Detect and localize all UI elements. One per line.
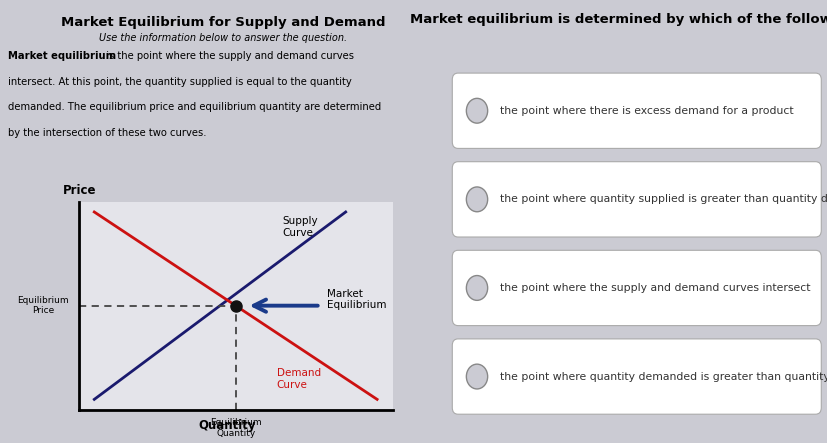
Text: Quantity: Quantity xyxy=(198,419,256,432)
Text: Equilibrium
Price: Equilibrium Price xyxy=(17,296,69,315)
Text: by the intersection of these two curves.: by the intersection of these two curves. xyxy=(8,128,207,138)
Text: Use the information below to answer the question.: Use the information below to answer the … xyxy=(99,33,347,43)
FancyBboxPatch shape xyxy=(452,162,821,237)
Text: Market
Equilibrium: Market Equilibrium xyxy=(327,289,386,310)
Circle shape xyxy=(466,98,488,123)
Text: intersect. At this point, the quantity supplied is equal to the quantity: intersect. At this point, the quantity s… xyxy=(8,77,352,87)
FancyBboxPatch shape xyxy=(452,73,821,148)
Text: demanded. The equilibrium price and equilibrium quantity are determined: demanded. The equilibrium price and equi… xyxy=(8,102,381,113)
Text: the point where quantity demanded is greater than quantity supplied: the point where quantity demanded is gre… xyxy=(500,372,827,381)
Text: the point where there is excess demand for a product: the point where there is excess demand f… xyxy=(500,106,793,116)
FancyBboxPatch shape xyxy=(452,339,821,414)
Text: Demand
Curve: Demand Curve xyxy=(276,368,321,390)
Text: Price: Price xyxy=(63,184,97,198)
Circle shape xyxy=(466,276,488,300)
Text: the point where quantity supplied is greater than quantity demanded: the point where quantity supplied is gre… xyxy=(500,194,827,204)
Text: is the point where the supply and demand curves: is the point where the supply and demand… xyxy=(103,51,355,61)
Text: Supply
Curve: Supply Curve xyxy=(283,216,318,238)
Circle shape xyxy=(466,187,488,212)
Text: the point where the supply and demand curves intersect: the point where the supply and demand cu… xyxy=(500,283,810,293)
Text: Market Equilibrium for Supply and Demand: Market Equilibrium for Supply and Demand xyxy=(61,16,385,28)
Text: Market equilibrium is determined by which of the following?: Market equilibrium is determined by whic… xyxy=(410,13,827,26)
Text: Market equilibrium: Market equilibrium xyxy=(8,51,117,61)
Circle shape xyxy=(466,364,488,389)
FancyBboxPatch shape xyxy=(452,250,821,326)
Text: Equilibrium
Quantity: Equilibrium Quantity xyxy=(210,418,261,438)
